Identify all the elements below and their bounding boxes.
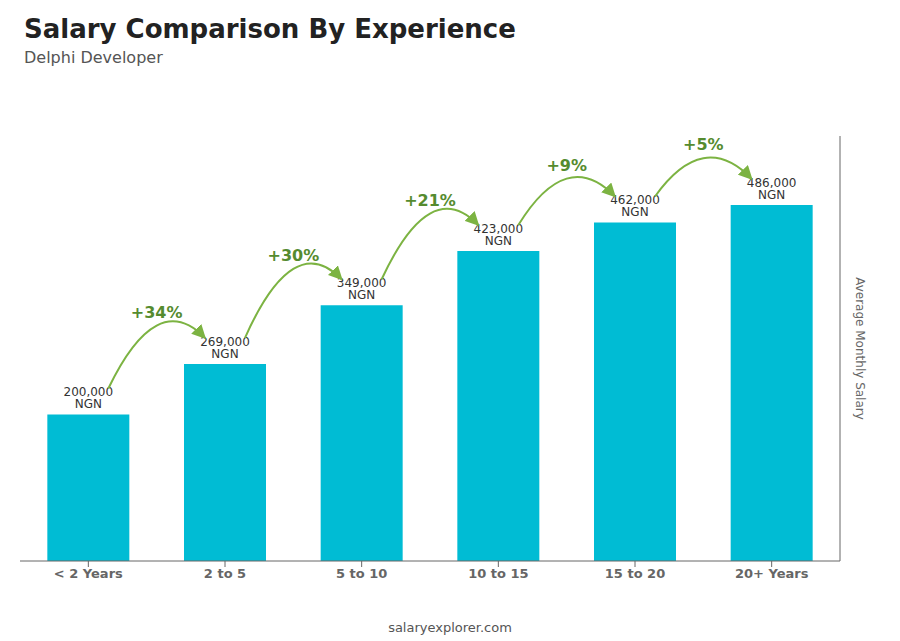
svg-text:2 to 5: 2 to 5 [204,566,246,581]
svg-text:486,000NGN: 486,000NGN [747,176,797,202]
svg-text:269,000NGN: 269,000NGN [200,335,250,361]
svg-text:349,000NGN: 349,000NGN [337,276,387,302]
html-text:salaryexplorer.com: salaryexplorer.com [388,620,512,635]
svg-text:10 to 15: 10 to 15 [468,566,528,581]
html-text:Delphi Developer: Delphi Developer [24,48,163,67]
svg-text:+9%: +9% [546,156,587,175]
html-text:Salary Comparison By Experienc: Salary Comparison By Experience [24,14,516,44]
svg-text:+21%: +21% [404,191,456,210]
svg-text:15 to 20: 15 to 20 [605,566,665,581]
svg-text:< 2 Years: < 2 Years [54,566,123,581]
svg-text:+5%: +5% [683,135,724,154]
svg-text:462,000NGN: 462,000NGN [610,193,660,219]
svg-text:20+ Years: 20+ Years [735,566,809,581]
svg-text:200,000NGN: 200,000NGN [64,385,114,411]
svg-text:+30%: +30% [267,246,319,265]
svg-text:+34%: +34% [131,303,183,322]
svg-text:423,000NGN: 423,000NGN [474,222,524,248]
svg-text:Average Monthly Salary: Average Monthly Salary [853,277,867,420]
svg-text:5 to 10: 5 to 10 [336,566,387,581]
